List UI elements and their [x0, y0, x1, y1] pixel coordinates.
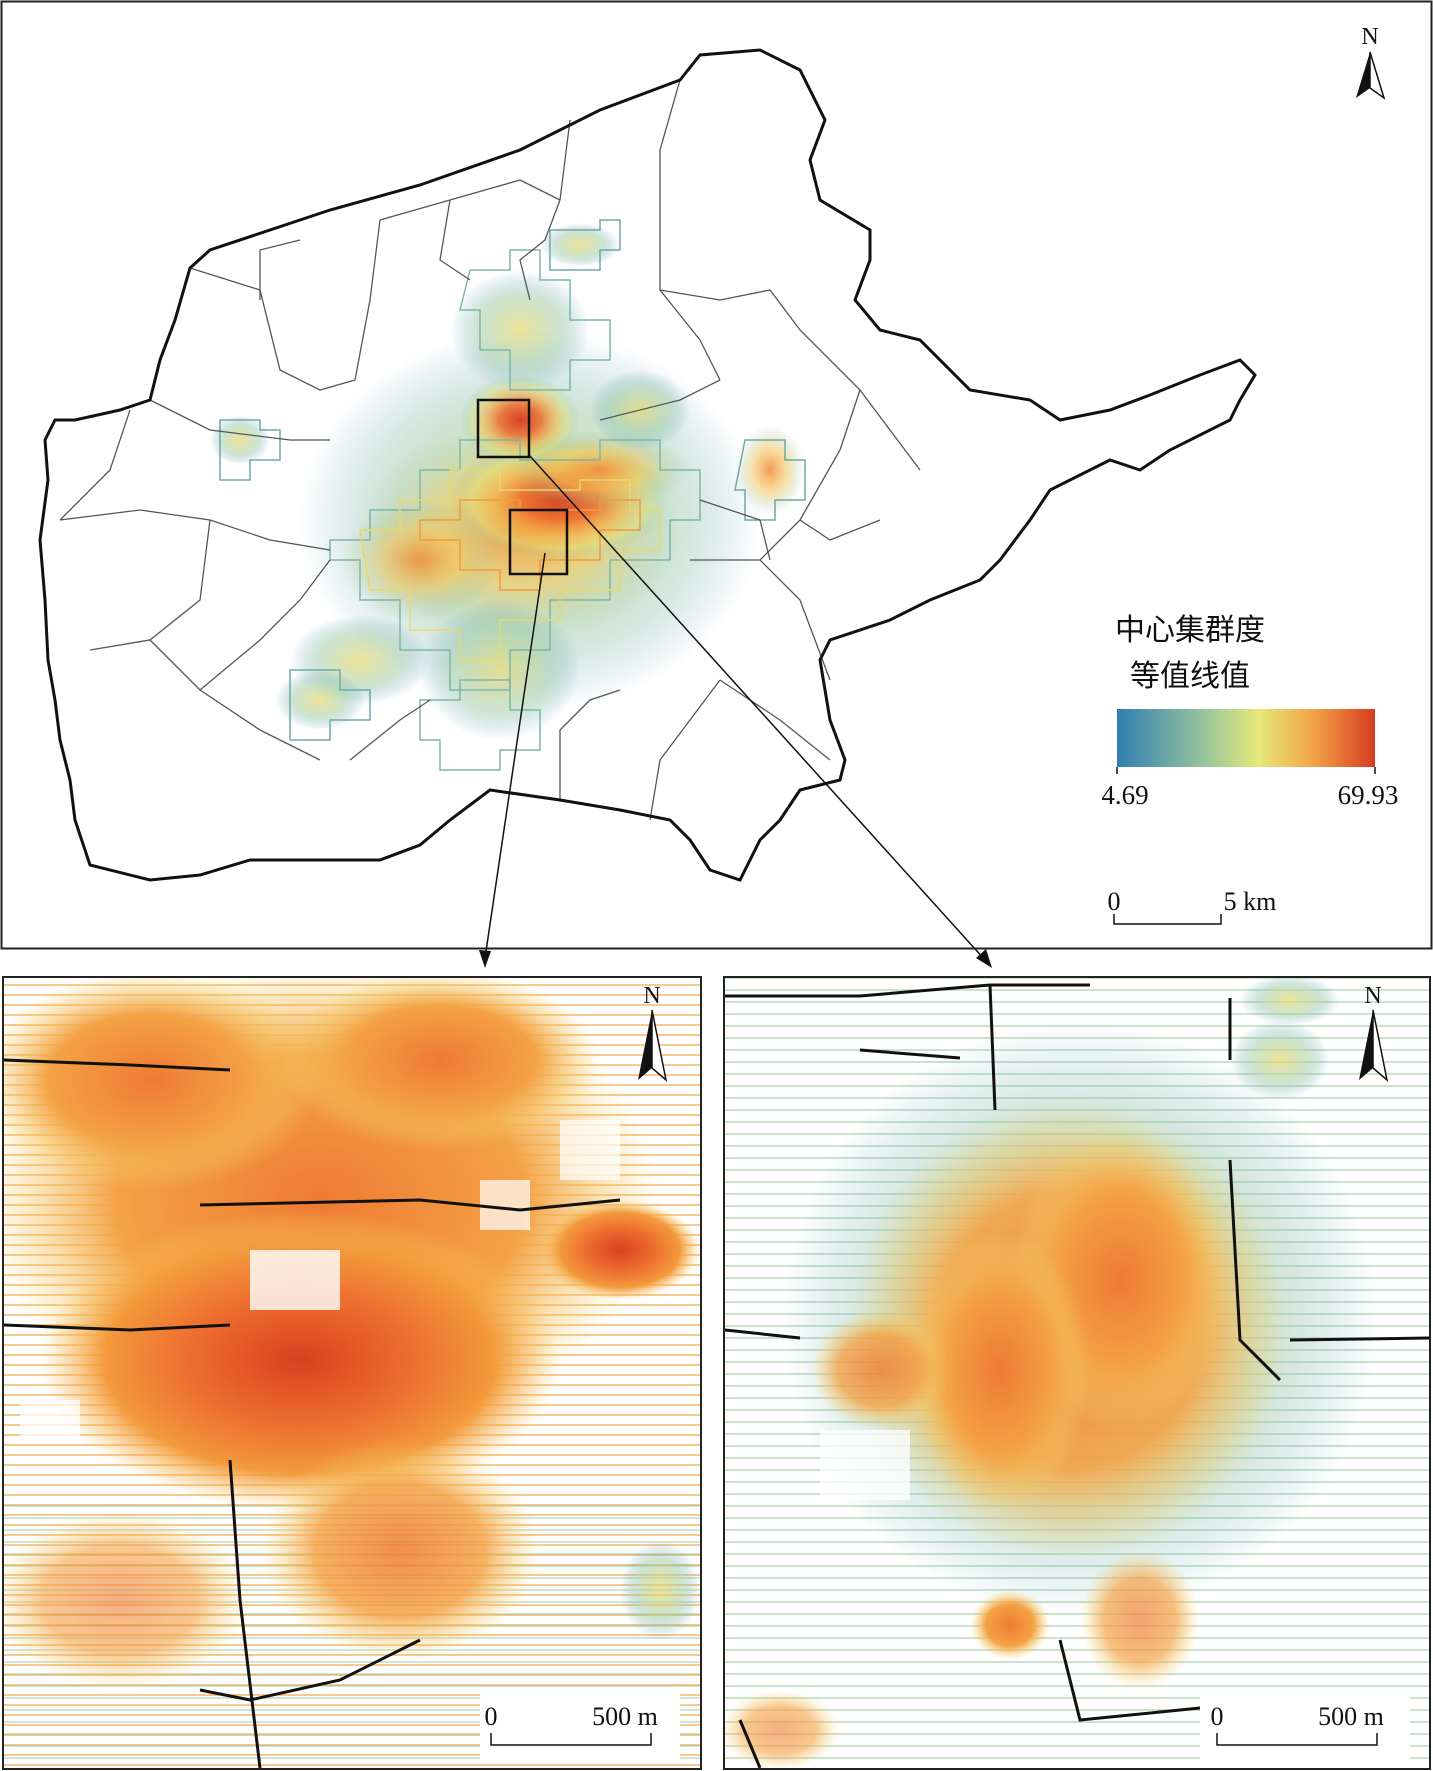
svg-text:5 km: 5 km	[1224, 887, 1277, 916]
svg-text:500 m: 500 m	[1318, 1702, 1384, 1731]
svg-text:N: N	[1364, 983, 1381, 1009]
connector-arrowhead-left	[479, 950, 491, 968]
legend-min-label: 4.69	[1101, 780, 1148, 810]
svg-text:500 m: 500 m	[592, 1702, 658, 1731]
scale-bar-main: 0 5 km	[1108, 887, 1277, 925]
zoom-box-lower	[508, 508, 569, 576]
connector-arrowhead-right	[976, 949, 992, 968]
svg-text:0: 0	[1108, 887, 1121, 916]
main-map: N 中心集群度 等值线值 4.69 69.93 0 5 km	[38, 24, 1398, 968]
connector-line-right	[528, 454, 986, 961]
north-arrow-icon: N	[638, 983, 668, 1082]
legend-title-line1: 中心集群度	[1115, 613, 1265, 648]
scale-bar-inset-left: 0 500 m	[480, 1693, 680, 1761]
north-arrow-icon: N	[1356, 24, 1386, 100]
north-arrow-icon: N	[1359, 983, 1389, 1082]
inset-right: N 0 500 m	[725, 978, 1429, 1768]
svg-text:N: N	[643, 983, 660, 1009]
density-contours	[210, 219, 806, 771]
connector-line-left	[484, 552, 546, 959]
zoom-box-upper	[476, 398, 531, 459]
legend-title-line2: 等值线值	[1130, 659, 1250, 694]
legend-color-ramp	[1117, 709, 1375, 767]
legend-max-label: 69.93	[1338, 780, 1399, 810]
district-boundaries	[59, 79, 921, 821]
svg-text:0: 0	[485, 1702, 498, 1731]
legend: 中心集群度 等值线值 4.69 69.93	[1101, 613, 1398, 810]
city-outer-boundary	[38, 48, 1257, 882]
inset-left: N 0 500 m	[4, 978, 700, 1768]
svg-text:0: 0	[1211, 1702, 1224, 1731]
scale-bar-inset-right: 0 500 m	[1200, 1693, 1410, 1761]
svg-text:N: N	[1361, 24, 1378, 50]
